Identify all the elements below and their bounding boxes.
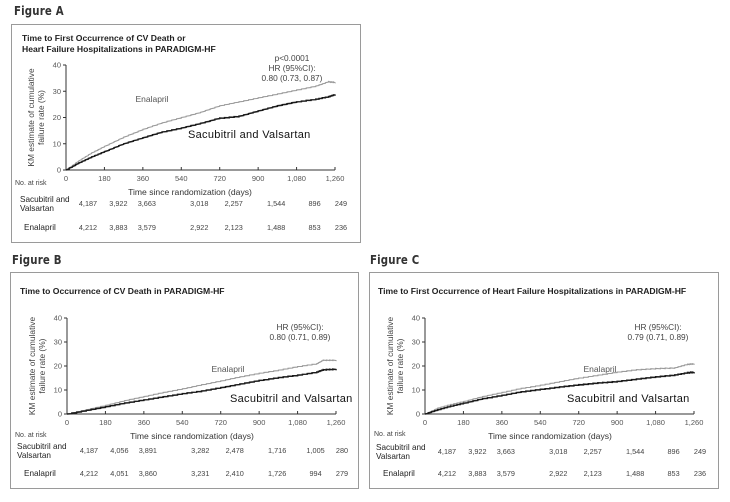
risk-cell: 3,922	[109, 199, 128, 208]
risk-cell: 853	[308, 223, 321, 232]
no-at-risk-header: No. at risk	[15, 180, 47, 187]
chart-title: Time to Occurrence of CV Death in PARADI…	[20, 286, 225, 296]
risk-row-name-line: Sacubitril and	[17, 442, 67, 451]
figure-a-label: Figure A	[14, 4, 64, 18]
risk-cell: 280	[335, 446, 349, 455]
risk-row-name-line: Valsartan	[20, 204, 54, 213]
risk-cell: 3,018	[190, 199, 209, 208]
chart-title: Time to First Occurrence of CV Death or …	[22, 33, 216, 54]
no-at-risk-header: No. at risk	[374, 431, 406, 438]
risk-cell: 2,478	[225, 446, 244, 455]
risk-cell: 896	[308, 199, 321, 208]
risk-row-name: Sacubitril and Valsartan	[376, 443, 426, 461]
risk-row-name: Sacubitril and Valsartan	[20, 195, 70, 213]
figure-b-label: Figure B	[12, 253, 62, 267]
risk-cell: 236	[334, 223, 348, 232]
risk-row-name: Sacubitril and Valsartan	[17, 442, 67, 460]
risk-cell: 3,663	[137, 199, 156, 208]
risk-cell: 853	[667, 469, 680, 478]
risk-cell: 3,860	[138, 469, 157, 478]
risk-cell: 1,488	[626, 469, 645, 478]
no-at-risk-header: No. at risk	[15, 432, 47, 439]
risk-row-name-line: Enalapril	[24, 223, 56, 232]
risk-cell: 3,922	[468, 447, 487, 456]
risk-cell: 1,488	[267, 223, 286, 232]
risk-row-name: Enalapril	[24, 223, 56, 232]
risk-cell: 3,883	[468, 469, 487, 478]
risk-row-name-line: Valsartan	[376, 452, 410, 461]
risk-cell: 4,056	[110, 446, 129, 455]
risk-cell: 3,663	[496, 447, 515, 456]
risk-cell: 3,018	[549, 447, 568, 456]
risk-cell: 3,883	[109, 223, 128, 232]
risk-cell: 1,544	[267, 199, 286, 208]
risk-cell: 3,231	[191, 469, 210, 478]
risk-cell: 3,891	[138, 446, 157, 455]
risk-row-name-line: Sacubitril and	[20, 195, 70, 204]
chart-title: Time to First Occurrence of Heart Failur…	[378, 286, 687, 296]
risk-row-name-line: Enalapril	[383, 469, 415, 478]
risk-row-name: Enalapril	[383, 469, 415, 478]
risk-cell: 1,544	[626, 447, 645, 456]
risk-cell: 4,187	[78, 199, 98, 208]
risk-cell: 3,282	[191, 446, 210, 455]
risk-cell: 994	[309, 469, 322, 478]
risk-cell: 896	[667, 447, 680, 456]
risk-cell: 279	[335, 469, 349, 478]
risk-cell: 1,716	[268, 446, 287, 455]
risk-cell: 2,123	[224, 223, 243, 232]
risk-row-name-line: Enalapril	[24, 469, 56, 478]
risk-cell: 236	[693, 469, 707, 478]
risk-cell: 2,410	[225, 469, 244, 478]
risk-cell: 2,922	[190, 223, 209, 232]
risk-cell: 4,212	[79, 469, 99, 478]
risk-cell: 3,579	[137, 223, 156, 232]
risk-cell: 2,257	[224, 199, 243, 208]
risk-cell: 4,212	[437, 469, 457, 478]
risk-cell: 4,187	[79, 446, 99, 455]
risk-cell: 2,123	[583, 469, 602, 478]
risk-cell: 1,726	[268, 469, 287, 478]
risk-cell: 4,187	[437, 447, 457, 456]
risk-cell: 3,579	[496, 469, 515, 478]
risk-row-name-line: Valsartan	[17, 451, 51, 460]
risk-row-name-line: Sacubitril and	[376, 443, 426, 452]
risk-row-name: Enalapril	[24, 469, 56, 478]
risk-cell: 4,212	[78, 223, 98, 232]
risk-cell: 249	[334, 199, 348, 208]
figure-c-label: Figure C	[370, 253, 420, 267]
risk-cell: 2,257	[583, 447, 602, 456]
risk-cell: 1,005	[306, 446, 325, 455]
risk-cell: 249	[693, 447, 707, 456]
risk-cell: 4,051	[110, 469, 129, 478]
risk-cell: 2,922	[549, 469, 568, 478]
